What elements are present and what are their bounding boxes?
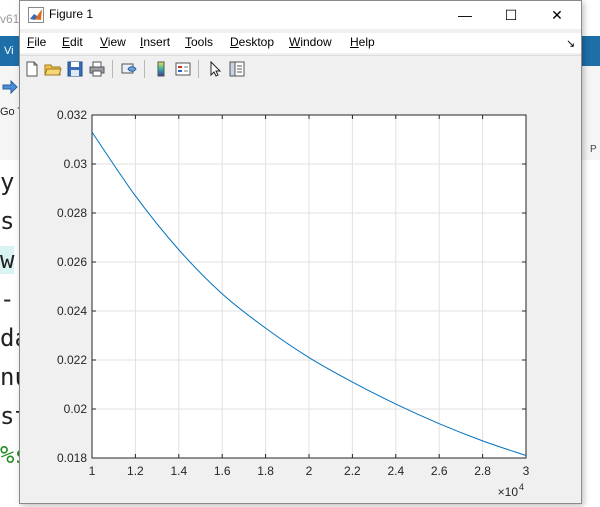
edit-plot-arrow-icon[interactable] [206, 60, 224, 78]
new-figure-icon[interactable] [23, 60, 41, 78]
figure-toolbar [20, 55, 581, 83]
figure-window: Figure 1 — ☐ ✕ ↘ File Edit View Insert Tools… [19, 0, 582, 504]
menu-bar: ↘ File Edit View Insert Tools Desktop Window He… [20, 33, 581, 53]
line-plot[interactable]: 1 1.2 1.4 1.6 1.8 2 2.2 2.4 2.6 2.8 3 0.018 0.02 0.02… [20, 82, 581, 503]
dock-icon[interactable]: ↘ [566, 38, 576, 50]
code-line: - [0, 285, 15, 313]
y-tick-label: 0.03 [64, 157, 88, 171]
menu-mnemonic: E [62, 35, 71, 49]
y-tick-label: 0.024 [57, 304, 87, 318]
x-tick-label: 1 [89, 464, 96, 478]
x-tick-label: 1.8 [257, 464, 274, 478]
y-tick-label: 0.018 [57, 451, 87, 465]
background-ribbon-tab[interactable]: Vi [4, 45, 14, 57]
colorbar-icon[interactable] [152, 60, 170, 78]
menu-item[interactable]: Window [289, 35, 332, 49]
menu-item[interactable]: Desktop [230, 35, 274, 49]
code-line: w [0, 246, 15, 274]
toolbar-separator [198, 60, 199, 78]
y-tick-label: 0.02 [64, 402, 88, 416]
y-tick-label: 0.022 [57, 353, 87, 367]
menu-label: nsert [143, 35, 171, 49]
minimize-button[interactable]: — [458, 7, 472, 23]
go-to-arrow-icon[interactable] [2, 80, 18, 94]
series-line [91, 131, 527, 457]
menu-item[interactable]: File [27, 35, 46, 49]
menu-label: ile [34, 35, 47, 49]
print-icon[interactable] [88, 60, 106, 78]
menu-label: iew [107, 35, 126, 49]
maximize-button[interactable]: ☐ [504, 6, 518, 23]
menu-label: ools [191, 35, 214, 49]
y-tick-label: 0.028 [57, 206, 87, 220]
menu-mnemonic: I [140, 35, 144, 49]
menu-item[interactable]: Help [350, 35, 375, 49]
x-tick-label: 2.2 [344, 464, 361, 478]
x-tick-label: 2 [306, 464, 313, 478]
x-tick-label: 1.2 [127, 464, 144, 478]
title-bar[interactable]: Figure 1 — ☐ ✕ [20, 1, 581, 29]
menu-mnemonic: V [100, 35, 108, 49]
menu-item[interactable]: View [100, 35, 126, 49]
x-tick-label: 1.4 [170, 464, 187, 478]
menu-item[interactable]: Edit [62, 35, 83, 49]
close-button[interactable]: ✕ [551, 6, 563, 23]
window-title: Figure 1 [49, 7, 94, 21]
x-tick-label: 2.8 [474, 464, 491, 478]
menu-mnemonic: T [185, 35, 191, 49]
y-tick-label: 0.026 [57, 255, 87, 269]
matlab-logo-icon [28, 7, 44, 23]
go-to-label[interactable]: Go T [0, 106, 25, 118]
link-plot-icon[interactable] [120, 60, 138, 78]
figure-canvas: 1 1.2 1.4 1.6 1.8 2 2.2 2.4 2.6 2.8 3 0.018 0.02 0.02… [20, 82, 581, 503]
toolbar-separator [144, 60, 145, 78]
menu-item[interactable]: Insert [140, 35, 170, 49]
property-inspector-icon[interactable] [228, 60, 246, 78]
menu-label: elp [358, 35, 375, 49]
toolbar-separator [112, 60, 113, 78]
menu-mnemonic: H [350, 35, 359, 49]
x-exponent-power: 4 [519, 482, 524, 492]
x-tick-label: 2.4 [387, 464, 404, 478]
code-line: s [0, 207, 15, 235]
menu-mnemonic: F [27, 35, 35, 49]
y-tick-label: 0.032 [57, 108, 87, 122]
code-line: y [0, 168, 15, 196]
menu-mnemonic: W [289, 35, 301, 49]
menu-label: indow [300, 35, 332, 49]
menu-label: esktop [238, 35, 275, 49]
x-tick-label: 3 [523, 464, 530, 478]
x-tick-label: 2.6 [431, 464, 448, 478]
legend-icon[interactable] [174, 60, 192, 78]
x-tick-label: 1.6 [214, 464, 231, 478]
menu-label: dit [70, 35, 83, 49]
menu-mnemonic: D [230, 35, 239, 49]
open-file-icon[interactable] [44, 60, 62, 78]
background-title: v61 [0, 12, 20, 26]
background-ribbon-label: P [590, 144, 597, 155]
save-icon[interactable] [66, 60, 84, 78]
menu-item[interactable]: Tools [185, 35, 213, 49]
x-exponent-label: ×10 [498, 485, 519, 499]
